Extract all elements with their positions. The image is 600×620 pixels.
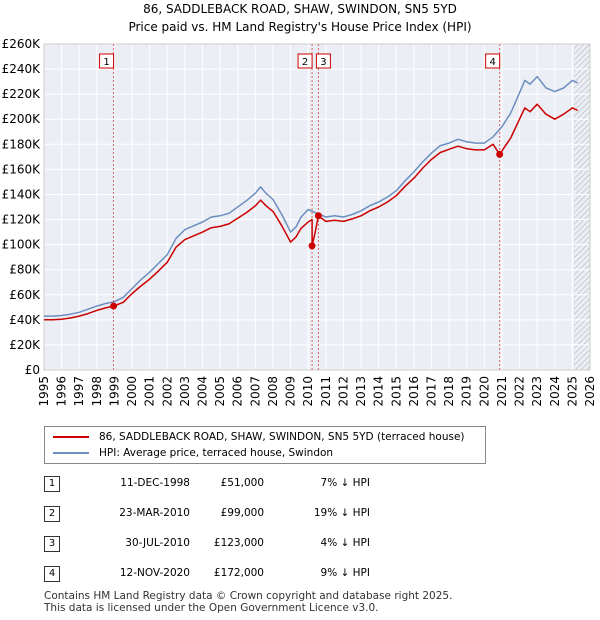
- sale-date: 23-MAR-2010: [119, 507, 190, 519]
- x-tick-label: 2008: [266, 376, 280, 407]
- x-tick-label: 2001: [143, 376, 157, 407]
- chart-subtitle: Price paid vs. HM Land Registry's House …: [128, 20, 472, 34]
- sale-row: 1 11-DEC-1998 £51,000 7% ↓ HPI: [40, 472, 580, 502]
- sale-point: [314, 212, 322, 220]
- legend-item-property: 86, SADDLEBACK ROAD, SHAW, SWINDON, SN5 …: [53, 429, 465, 445]
- x-tick-label: 2024: [548, 376, 562, 407]
- sale-hpi-diff: 9% ↓ HPI: [320, 567, 370, 579]
- x-tick-label: 2014: [372, 376, 386, 407]
- sale-price: £172,000: [213, 567, 264, 579]
- chart-title: 86, SADDLEBACK ROAD, SHAW, SWINDON, SN5 …: [143, 2, 457, 16]
- legend-label-hpi: HPI: Average price, terraced house, Swin…: [99, 447, 334, 459]
- y-tick-label: £20K: [9, 338, 41, 352]
- sale-label-number: 2: [302, 57, 308, 68]
- x-tick-label: 2004: [196, 376, 210, 407]
- x-tick-label: 2009: [284, 376, 298, 407]
- x-tick-label: 2000: [125, 376, 139, 407]
- y-tick-label: £260K: [2, 37, 42, 51]
- x-tick-label: 2006: [231, 376, 245, 407]
- sale-label-box: [297, 53, 313, 69]
- y-tick-label: £80K: [9, 263, 41, 277]
- x-tick-label: 2011: [319, 376, 333, 407]
- plot-area: [44, 44, 590, 370]
- y-tick-label: £60K: [9, 288, 41, 302]
- sale-hpi-diff: 4% ↓ HPI: [320, 537, 370, 549]
- x-tick-label: 2020: [477, 376, 491, 407]
- x-tick-label: 2017: [424, 376, 438, 407]
- y-tick-label: £160K: [2, 162, 42, 176]
- sale-label-number: 3: [320, 57, 326, 68]
- property-series-line: [44, 103, 579, 321]
- chart-legend: 86, SADDLEBACK ROAD, SHAW, SWINDON, SN5 …: [44, 426, 486, 464]
- x-tick-label: 2012: [336, 376, 350, 407]
- sale-point: [308, 242, 316, 250]
- y-tick-label: £220K: [2, 87, 42, 101]
- sale-hpi-diff: 7% ↓ HPI: [320, 477, 370, 489]
- sale-price: £123,000: [213, 537, 264, 549]
- x-tick-label: 2025: [565, 376, 579, 407]
- sale-date: 12-NOV-2020: [119, 567, 190, 579]
- x-tick-label: 2015: [389, 376, 403, 407]
- sale-number: 2: [44, 506, 60, 522]
- legend-swatch-property: [53, 436, 89, 438]
- sale-point: [110, 302, 118, 310]
- sale-date: 30-JUL-2010: [125, 537, 190, 549]
- footer-line: Contains HM Land Registry data © Crown c…: [44, 590, 453, 602]
- x-tick-label: 2010: [301, 376, 315, 407]
- x-tick-label: 2003: [178, 376, 192, 407]
- x-tick-label: 1995: [37, 376, 51, 407]
- x-tick-label: 1997: [72, 376, 86, 407]
- legend-label-property: 86, SADDLEBACK ROAD, SHAW, SWINDON, SN5 …: [99, 431, 465, 443]
- sales-table: 1 11-DEC-1998 £51,000 7% ↓ HPI 2 23-MAR-…: [40, 472, 580, 592]
- footer-attribution: Contains HM Land Registry data © Crown c…: [44, 590, 452, 614]
- y-tick-label: £0: [25, 363, 40, 377]
- x-tick-label: 2005: [213, 376, 227, 407]
- future-hatch: [574, 44, 590, 370]
- chart-title-block: 86, SADDLEBACK ROAD, SHAW, SWINDON, SN5 …: [0, 0, 600, 36]
- price-chart: £0 £20K £40K £60K £80K £100K £120K £140K £160K £1…: [2, 37, 597, 407]
- sale-number: 3: [44, 536, 60, 552]
- hpi-series-line: [44, 75, 579, 317]
- sale-price: £99,000: [220, 507, 264, 519]
- x-tick-label: 2018: [442, 376, 456, 407]
- sale-number: 4: [44, 566, 60, 582]
- sale-row: 2 23-MAR-2010 £99,000 19% ↓ HPI: [40, 502, 580, 532]
- x-tick-label: 1998: [90, 376, 104, 407]
- y-tick-label: £240K: [2, 62, 42, 76]
- sale-hpi-diff: 19% ↓ HPI: [313, 507, 370, 519]
- sale-price: £51,000: [220, 477, 264, 489]
- y-tick-label: £200K: [2, 112, 42, 126]
- legend-swatch-hpi: [53, 452, 89, 454]
- x-tick-label: 2026: [583, 376, 597, 407]
- y-tick-label: £180K: [2, 137, 42, 151]
- sale-label-box: [99, 53, 115, 69]
- x-tick-label: 1996: [55, 376, 69, 407]
- x-tick-label: 2023: [530, 376, 544, 407]
- x-tick-label: 2007: [248, 376, 262, 407]
- y-tick-label: £140K: [2, 187, 42, 201]
- x-tick-label: 2016: [407, 376, 421, 407]
- sale-date: 11-DEC-1998: [120, 477, 190, 489]
- sale-label-box: [315, 53, 331, 69]
- footer-line: This data is licensed under the Open Gov…: [44, 602, 379, 614]
- x-tick-label: 2013: [354, 376, 368, 407]
- sale-number: 1: [44, 476, 60, 492]
- sale-point: [496, 150, 504, 158]
- sale-row: 3 30-JUL-2010 £123,000 4% ↓ HPI: [40, 532, 580, 562]
- x-tick-label: 2021: [495, 376, 509, 407]
- x-tick-label: 2022: [513, 376, 527, 407]
- y-tick-label: £100K: [2, 238, 42, 252]
- y-tick-label: £40K: [9, 313, 41, 327]
- sale-label-box: [485, 53, 501, 69]
- y-tick-label: £120K: [2, 213, 42, 227]
- sale-label-number: 4: [489, 57, 495, 68]
- sale-label-number: 1: [103, 57, 109, 68]
- legend-item-hpi: HPI: Average price, terraced house, Swin…: [53, 445, 333, 461]
- sale-row: 4 12-NOV-2020 £172,000 9% ↓ HPI: [40, 562, 580, 592]
- x-tick-label: 1999: [107, 376, 121, 407]
- x-tick-label: 2019: [460, 376, 474, 407]
- x-tick-label: 2002: [160, 376, 174, 407]
- plot-border: [43, 43, 591, 371]
